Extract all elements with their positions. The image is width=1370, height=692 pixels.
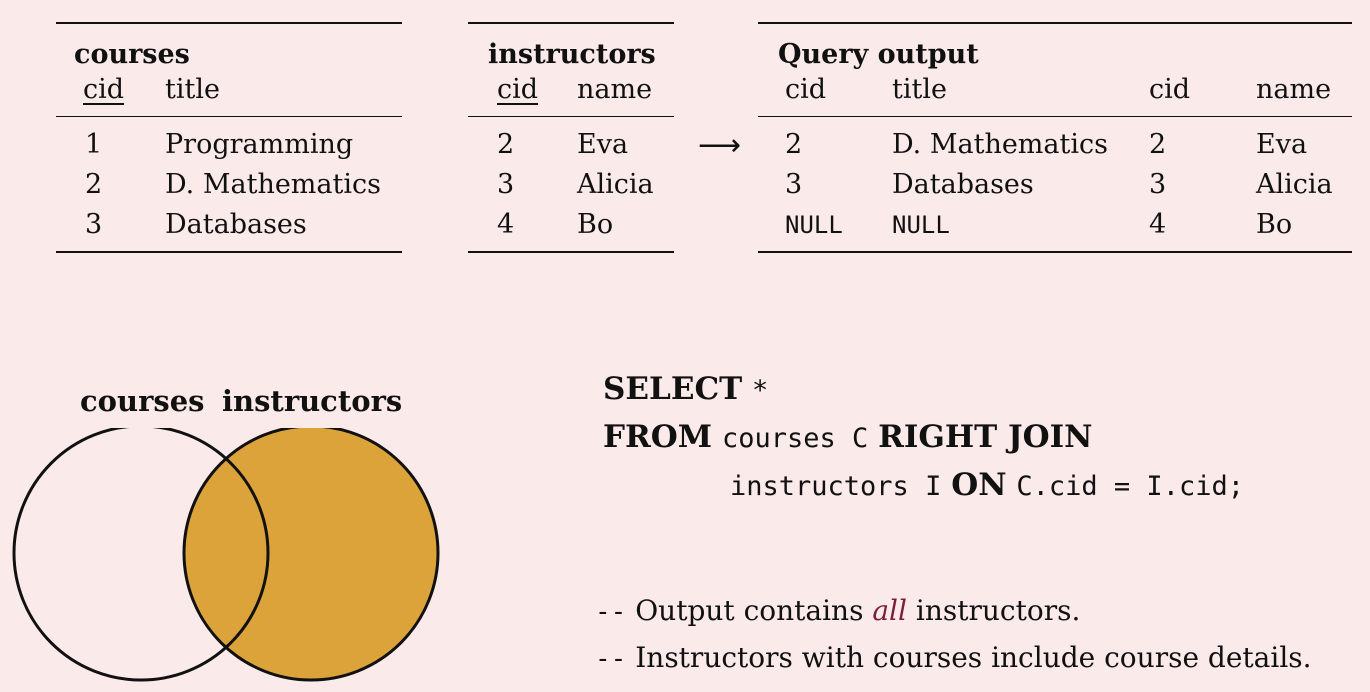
sql-line: instructors I ON C.cid = I.cid; xyxy=(603,462,1244,510)
column-header: title xyxy=(165,74,220,105)
venn-circle-courses xyxy=(12,428,270,682)
table-header: cid title xyxy=(56,72,402,116)
sql-keyword: FROM xyxy=(603,419,713,455)
table-cell: 4 xyxy=(497,209,515,240)
table-row: 2 D. Mathematics 2 Eva xyxy=(758,125,1352,165)
table-header: cid title cid name xyxy=(758,72,1352,116)
table-header-rule xyxy=(56,116,402,117)
table-cell: Programming xyxy=(165,129,354,160)
table-row: NULL NULL 4 Bo xyxy=(758,205,1352,245)
table-cell: Bo xyxy=(577,209,614,240)
instructors-table: instructors cid name 2 Eva 3 Alicia 4 Bo xyxy=(468,22,674,253)
sql-condition: C.cid = I.cid; xyxy=(1016,471,1244,502)
table-cell: Eva xyxy=(1256,129,1308,160)
comment-dash: -- xyxy=(595,597,627,627)
sql-star: * xyxy=(752,375,769,406)
table-cell: 2 xyxy=(85,169,103,200)
table-cell: 4 xyxy=(1149,209,1167,240)
comment-text: instructors. xyxy=(915,594,1081,627)
table-row: 2 D. Mathematics xyxy=(56,165,402,205)
venn-circle-instructors xyxy=(182,428,440,682)
arrow-right-icon: ⟶ xyxy=(698,128,742,163)
table-cell: 3 xyxy=(785,169,803,200)
table-top-rule xyxy=(56,22,402,24)
table-cell: 3 xyxy=(497,169,515,200)
table-bottom-rule xyxy=(468,251,674,253)
comment-dash: -- xyxy=(595,644,627,674)
table-cell: Databases xyxy=(892,169,1034,200)
table-cell: 2 xyxy=(785,129,803,160)
table-row: 4 Bo xyxy=(468,205,674,245)
table-row: 3 Alicia xyxy=(468,165,674,205)
table-row: 3 Databases 3 Alicia xyxy=(758,165,1352,205)
courses-table: courses cid title 1 Programming 2 D. Mat… xyxy=(56,22,402,253)
table-cell: 3 xyxy=(85,209,103,240)
column-header: cid xyxy=(497,74,539,105)
null-cell: NULL xyxy=(892,211,950,239)
table-bottom-rule xyxy=(56,251,402,253)
sql-query: SELECT * FROM courses C RIGHT JOIN instr… xyxy=(603,366,1244,510)
venn-label-instructors: instructors xyxy=(222,384,403,418)
table-cell: 3 xyxy=(1149,169,1167,200)
table-cell: 2 xyxy=(1149,129,1167,160)
table-row: 3 Databases xyxy=(56,205,402,245)
table-top-rule xyxy=(468,22,674,24)
sql-line: FROM courses C RIGHT JOIN xyxy=(603,414,1244,462)
table-cell: 1 xyxy=(85,129,103,160)
comment-line: -- Output contains all instructors. xyxy=(595,588,1312,635)
sql-keyword: SELECT xyxy=(603,371,743,407)
sql-table: courses C xyxy=(721,423,869,454)
table-header-rule xyxy=(758,116,1352,117)
column-header: cid xyxy=(1149,74,1191,105)
table-header-rule xyxy=(468,116,674,117)
table-caption: courses xyxy=(74,39,190,70)
column-header: cid xyxy=(83,74,125,105)
comment-emphasis: all xyxy=(872,594,907,627)
column-header: title xyxy=(892,74,947,105)
sql-comments: -- Output contains all instructors. -- I… xyxy=(595,588,1312,682)
sql-keyword: ON xyxy=(951,467,1007,503)
comment-text: Instructors with courses include course … xyxy=(635,641,1312,674)
query-output-table: Query output cid title cid name 2 D. Mat… xyxy=(758,22,1352,253)
column-header: cid xyxy=(785,74,827,105)
table-cell: Databases xyxy=(165,209,307,240)
comment-line: -- Instructors with courses include cour… xyxy=(595,635,1312,682)
table-caption: Query output xyxy=(778,39,979,70)
sql-line: SELECT * xyxy=(603,366,1244,414)
sql-keyword: RIGHT JOIN xyxy=(878,419,1093,455)
venn-diagram xyxy=(12,428,440,682)
table-caption: instructors xyxy=(488,39,656,70)
venn-label-courses: courses xyxy=(80,384,205,418)
table-cell: Bo xyxy=(1256,209,1293,240)
table-row: 1 Programming xyxy=(56,125,402,165)
comment-text: Output contains xyxy=(635,594,864,627)
table-top-rule xyxy=(758,22,1352,24)
table-cell: D. Mathematics xyxy=(165,169,381,200)
table-cell: Alicia xyxy=(1256,169,1333,200)
sql-table: instructors I xyxy=(730,471,942,502)
table-header: cid name xyxy=(468,72,674,116)
column-header: name xyxy=(577,74,653,105)
table-bottom-rule xyxy=(758,251,1352,253)
table-cell: Eva xyxy=(577,129,629,160)
column-header: name xyxy=(1256,74,1332,105)
null-cell: NULL xyxy=(785,211,843,239)
table-cell: D. Mathematics xyxy=(892,129,1108,160)
table-cell: Alicia xyxy=(577,169,654,200)
table-cell: 2 xyxy=(497,129,515,160)
table-row: 2 Eva xyxy=(468,125,674,165)
